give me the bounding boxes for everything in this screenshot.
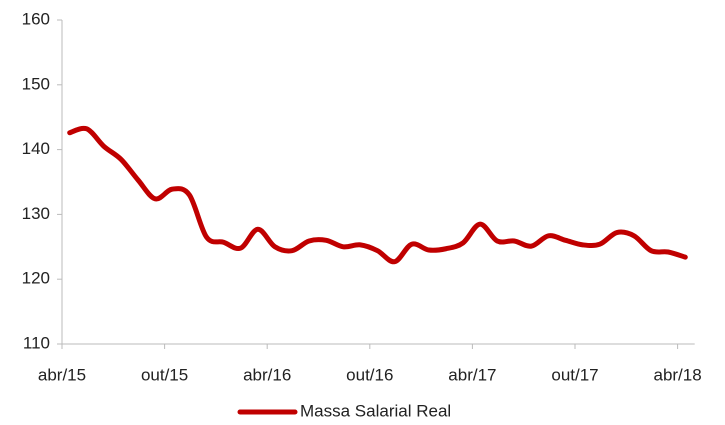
y-tick-label: 110	[23, 333, 50, 352]
series-line	[67, 125, 688, 265]
x-tick-label: abr/17	[448, 365, 496, 384]
x-tick-label: abr/18	[653, 365, 701, 384]
y-tick-label: 160	[22, 9, 50, 28]
legend-label: Massa Salarial Real	[300, 401, 451, 420]
x-tick-label: abr/16	[243, 365, 291, 384]
x-tick-label: out/15	[141, 365, 188, 384]
y-tick-label: 150	[22, 74, 50, 93]
y-tick-label: 140	[22, 139, 50, 158]
y-tick-label: 130	[22, 204, 50, 223]
y-tick-label: 120	[22, 269, 50, 288]
x-tick-label: abr/15	[38, 365, 86, 384]
x-tick-label: out/16	[346, 365, 393, 384]
x-tick-label: out/17	[551, 365, 598, 384]
